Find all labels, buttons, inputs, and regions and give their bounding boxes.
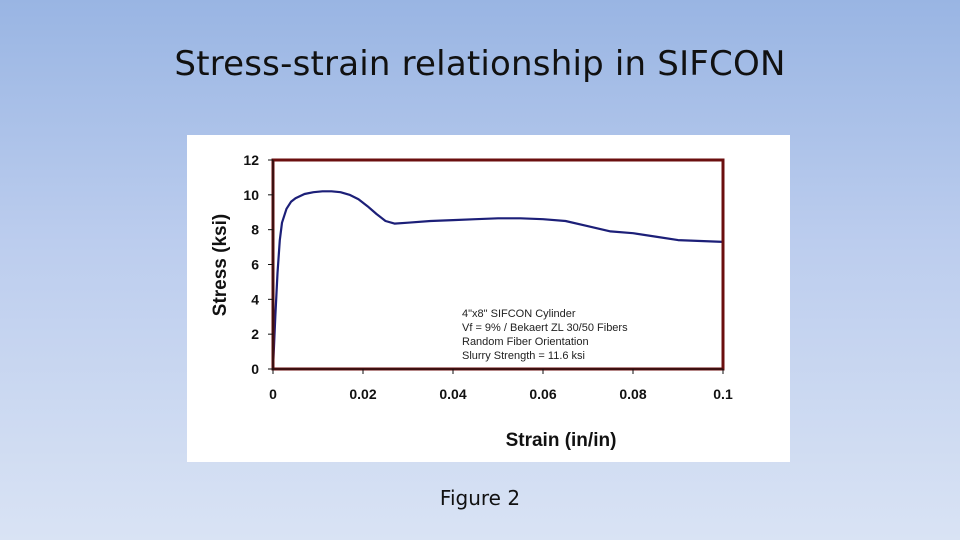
y-tick-label: 10 [243,187,259,203]
y-tick-label: 8 [251,222,259,238]
annotation-line: Vf = 9% / Bekaert ZL 30/50 Fibers [462,322,628,334]
y-tick-label: 6 [251,257,259,273]
y-axis-title: Stress (ksi) [210,214,231,316]
annotation-box: 4"x8" SIFCON Cylinder Vf = 9% / Bekaert Z… [462,308,628,362]
x-tick-label: 0 [269,386,277,402]
annotation-line: Random Fiber Orientation [462,336,589,348]
y-tick-label: 4 [251,291,259,307]
x-axis-title: Strain (in/in) [506,430,617,451]
annotation-line: Slurry Strength = 11.6 ksi [462,350,585,362]
annotation-line: 4"x8" SIFCON Cylinder [462,308,576,320]
x-tick-label: 0.06 [529,386,556,402]
series-line-0 [271,190,724,370]
y-tick-label: 2 [251,326,259,342]
x-tick-label: 0.02 [349,386,376,402]
x-tick-label: 0.1 [713,386,733,402]
figure-caption: Figure 2 [439,486,521,510]
tick-layer: 0 0.02 0.04 0.06 0.08 0.1 0 2 4 6 8 10 12 [243,152,733,402]
x-tick-label: 0.04 [439,386,466,402]
y-tick-label: 12 [243,152,259,168]
chart-panel: 0 0.02 0.04 0.06 0.08 0.1 0 2 4 6 8 10 12 4"x8" SIFC… [187,135,790,462]
slide-title: Stress-strain relationship in SIFCON [174,44,786,84]
stress-strain-chart: 0 0.02 0.04 0.06 0.08 0.1 0 2 4 6 8 10 12 4"x8" SIFC… [210,152,733,451]
y-tick-label: 0 [251,361,259,377]
curve-layer [271,190,724,370]
x-tick-label: 0.08 [619,386,646,402]
